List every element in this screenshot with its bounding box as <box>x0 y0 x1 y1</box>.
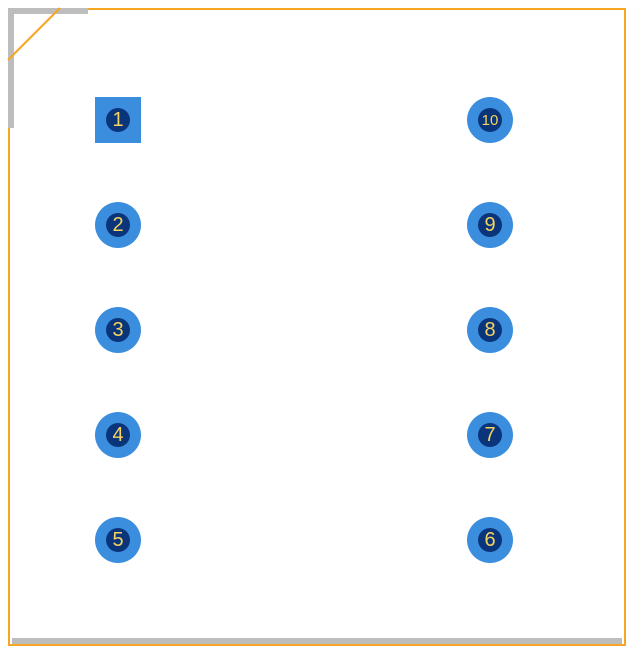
pad-4: 4 <box>95 412 141 458</box>
pad-6-hole <box>478 528 502 552</box>
pad-1: 1 <box>95 97 141 143</box>
pad-8-hole <box>478 318 502 342</box>
pad-1-hole <box>106 108 130 132</box>
pad-6: 6 <box>467 517 513 563</box>
pad-4-hole <box>106 423 130 447</box>
pad-5: 5 <box>95 517 141 563</box>
pad-3-hole <box>106 318 130 342</box>
pad-2-hole <box>106 213 130 237</box>
pad-2: 2 <box>95 202 141 248</box>
pad-3: 3 <box>95 307 141 353</box>
pad-10-hole <box>478 108 502 132</box>
pad-9-hole <box>478 213 502 237</box>
pad-5-hole <box>106 528 130 552</box>
pad-8: 8 <box>467 307 513 353</box>
pad-9: 9 <box>467 202 513 248</box>
pad-10: 10 <box>467 97 513 143</box>
pad-7: 7 <box>467 412 513 458</box>
footprint-canvas: 1 2 3 4 5 6 7 8 9 10 <box>0 0 634 654</box>
pad-7-hole <box>478 423 502 447</box>
